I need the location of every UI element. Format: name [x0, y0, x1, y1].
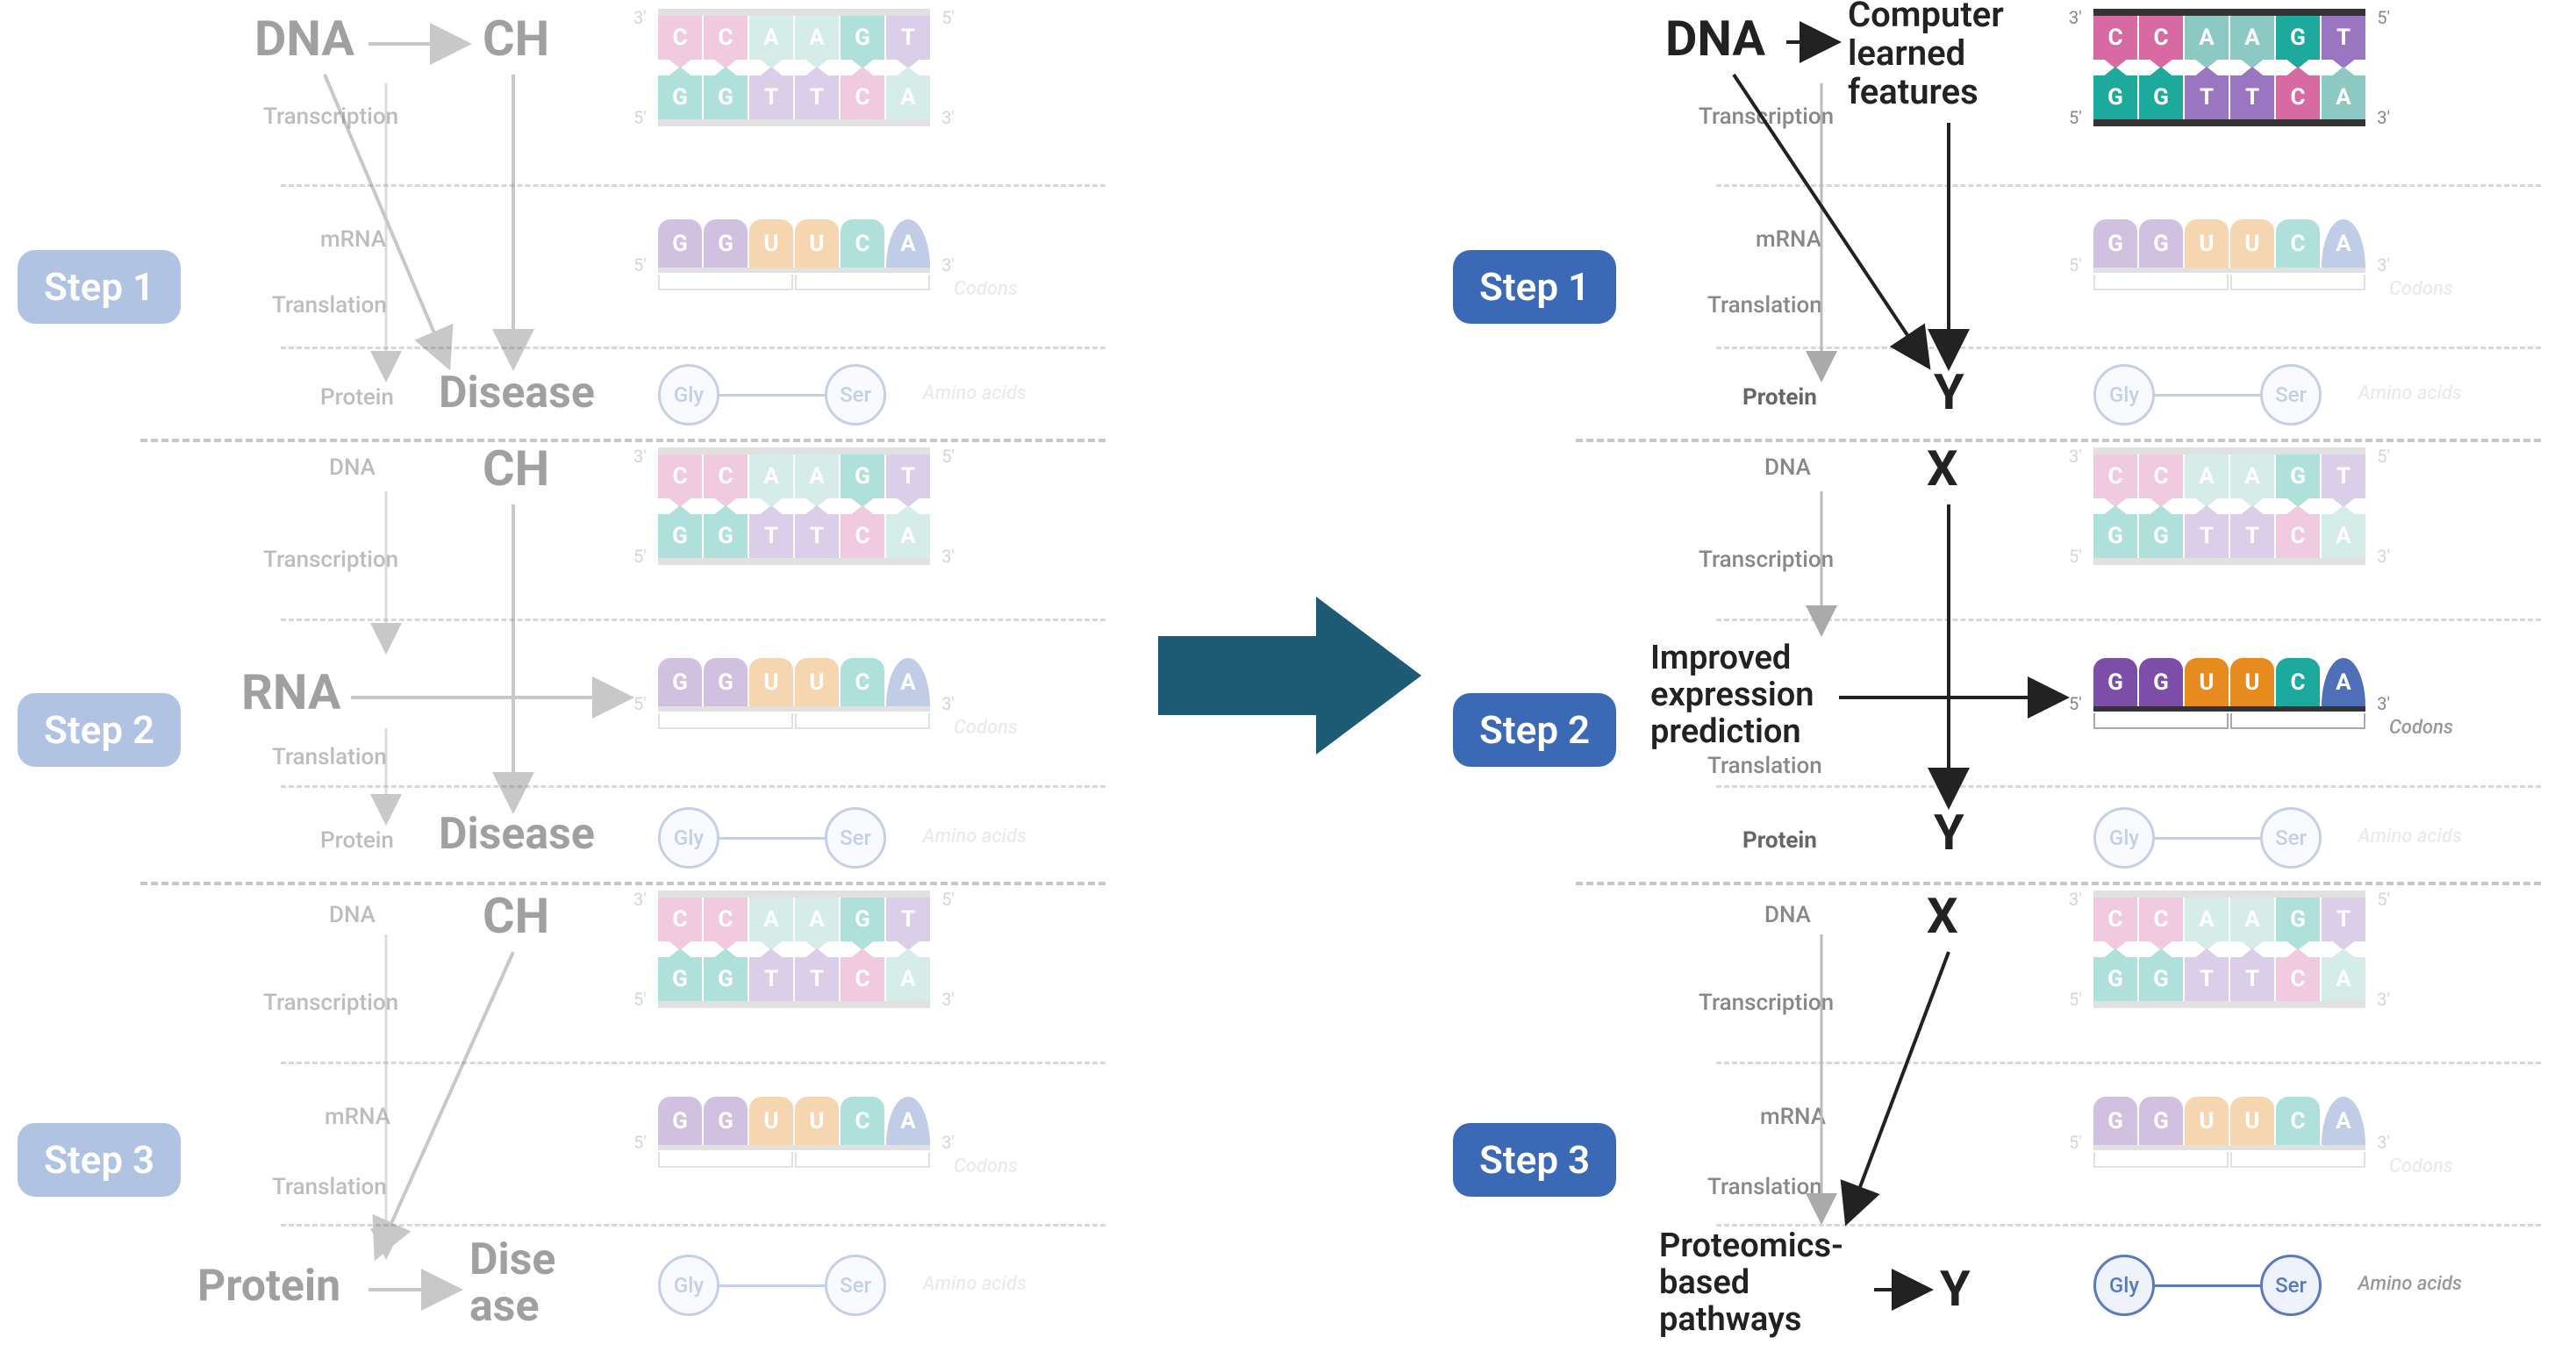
- step1r-target: Y: [1934, 367, 1964, 418]
- step3r-topinput: X: [1927, 891, 1958, 942]
- step-badge-3: Step 3: [18, 1123, 181, 1197]
- step3-secondary: CH: [483, 891, 549, 942]
- divider: [140, 882, 1106, 885]
- subdivider: [1716, 184, 2541, 187]
- dogma-transcription-r3: Transcription: [1699, 991, 1834, 1015]
- dogma-dna3: DNA: [329, 904, 376, 927]
- dna-graphic-r2: CCAAGTGGTTCA3'5'5'3': [2093, 447, 2365, 565]
- aa-graphic-r1: GlySerAmino acids: [2093, 364, 2322, 426]
- step2-primary: RNA: [241, 667, 341, 719]
- rna-graphic-r1: GGUUCA5'3'Codons: [2093, 219, 2365, 290]
- dogma-transcription3: Transcription: [263, 991, 398, 1015]
- rna-graphic-1: GGUUCA5'3'Codons: [658, 219, 930, 290]
- left-panel: Step 1 DNA CH Transcription mRNA Transla…: [0, 0, 1141, 1352]
- dogma-mrna3: mRNA: [325, 1105, 390, 1129]
- step2r-primary: Improved expression prediction: [1650, 640, 1814, 750]
- subdivider: [1716, 347, 2541, 349]
- divider: [1576, 439, 2541, 442]
- subdivider: [1716, 1224, 2541, 1227]
- dogma-dna: DNA: [329, 456, 376, 480]
- step-badge-3r: Step 3: [1453, 1123, 1616, 1197]
- aa-graphic-r3: GlySerAmino acids: [2093, 1255, 2322, 1316]
- aa-graphic-1: GlySerAmino acids: [658, 364, 886, 426]
- dogma-mrna-r3: mRNA: [1760, 1105, 1826, 1129]
- dogma-translation2: Translation: [272, 746, 387, 769]
- dna-graphic-r1: CCAAGTGGTTCA3'5'5'3': [2093, 9, 2365, 126]
- subdivider: [281, 785, 1106, 788]
- step1r-secondary: Computer learned features: [1848, 0, 2004, 111]
- transition-arrow-icon: [1158, 597, 1421, 755]
- dna-graphic-1: CCAAGTGGTTCA3'5'5'3': [658, 9, 930, 126]
- step1-primary: DNA: [254, 13, 354, 65]
- step2r-target: Y: [1934, 807, 1964, 859]
- rna-graphic-r3: GGUUCA5'3'Codons: [2093, 1097, 2365, 1168]
- step3-target: Dise ase: [469, 1237, 555, 1329]
- dogma-dna-r3: DNA: [1764, 904, 1811, 927]
- dogma-protein2: Protein: [320, 829, 394, 853]
- dogma-translation-r: Translation: [1707, 294, 1822, 318]
- step1r-primary: DNA: [1665, 13, 1765, 65]
- aa-graphic-r2: GlySerAmino acids: [2093, 807, 2322, 869]
- right-panel: Step 1 DNA Computer learned features Tra…: [1435, 0, 2576, 1352]
- subdivider: [281, 184, 1106, 187]
- dogma-translation3: Translation: [272, 1176, 387, 1199]
- subdivider: [1716, 619, 2541, 621]
- rna-graphic-2: GGUUCA5'3'Codons: [658, 658, 930, 729]
- step3r-target: Y: [1940, 1263, 1971, 1315]
- dogma-protein: Protein: [320, 386, 394, 410]
- step3r-primary: Proteomics- based pathways: [1659, 1228, 1843, 1338]
- step-badge-1: Step 1: [18, 250, 181, 324]
- dogma-protein-r: Protein: [1742, 386, 1817, 410]
- dogma-mrna: mRNA: [320, 228, 386, 252]
- subdivider: [281, 1224, 1106, 1227]
- step1-secondary: CH: [483, 13, 549, 65]
- subdivider: [281, 619, 1106, 621]
- dogma-transcription-r: Transcription: [1699, 105, 1834, 129]
- step-badge-2r: Step 2: [1453, 693, 1616, 767]
- step2-target: Disease: [439, 812, 595, 858]
- rna-graphic-3: GGUUCA5'3'Codons: [658, 1097, 930, 1168]
- dogma-transcription2: Transcription: [263, 548, 398, 572]
- aa-graphic-3: GlySerAmino acids: [658, 1255, 886, 1316]
- rna-graphic-r2: GGUUCA5'3'Codons: [2093, 658, 2365, 729]
- dogma-translation: Translation: [272, 294, 387, 318]
- divider: [140, 439, 1106, 442]
- subdivider: [1716, 1062, 2541, 1064]
- step2-secondary: CH: [483, 443, 549, 495]
- step-badge-2: Step 2: [18, 693, 181, 767]
- subdivider: [1716, 785, 2541, 788]
- dogma-mrna-r: mRNA: [1756, 228, 1821, 252]
- divider: [1576, 882, 2541, 885]
- dogma-transcription: Transcription: [263, 105, 398, 129]
- dna-graphic-2: CCAAGTGGTTCA3'5'5'3': [658, 447, 930, 565]
- step1-target: Disease: [439, 370, 595, 417]
- dogma-translation-r3: Translation: [1707, 1176, 1822, 1199]
- dogma-protein-r2: Protein: [1742, 829, 1817, 853]
- dogma-dna-r2: DNA: [1764, 456, 1811, 480]
- dna-graphic-r3: CCAAGTGGTTCA3'5'5'3': [2093, 891, 2365, 1008]
- subdivider: [281, 1062, 1106, 1064]
- step2r-topinput: X: [1927, 443, 1958, 495]
- dna-graphic-3: CCAAGTGGTTCA3'5'5'3': [658, 891, 930, 1008]
- step-badge-1r: Step 1: [1453, 250, 1616, 324]
- subdivider: [281, 347, 1106, 349]
- dogma-translation-r2: Translation: [1707, 755, 1822, 778]
- dogma-transcription-r2: Transcription: [1699, 548, 1834, 572]
- aa-graphic-2: GlySerAmino acids: [658, 807, 886, 869]
- step3-primary: Protein: [197, 1263, 340, 1310]
